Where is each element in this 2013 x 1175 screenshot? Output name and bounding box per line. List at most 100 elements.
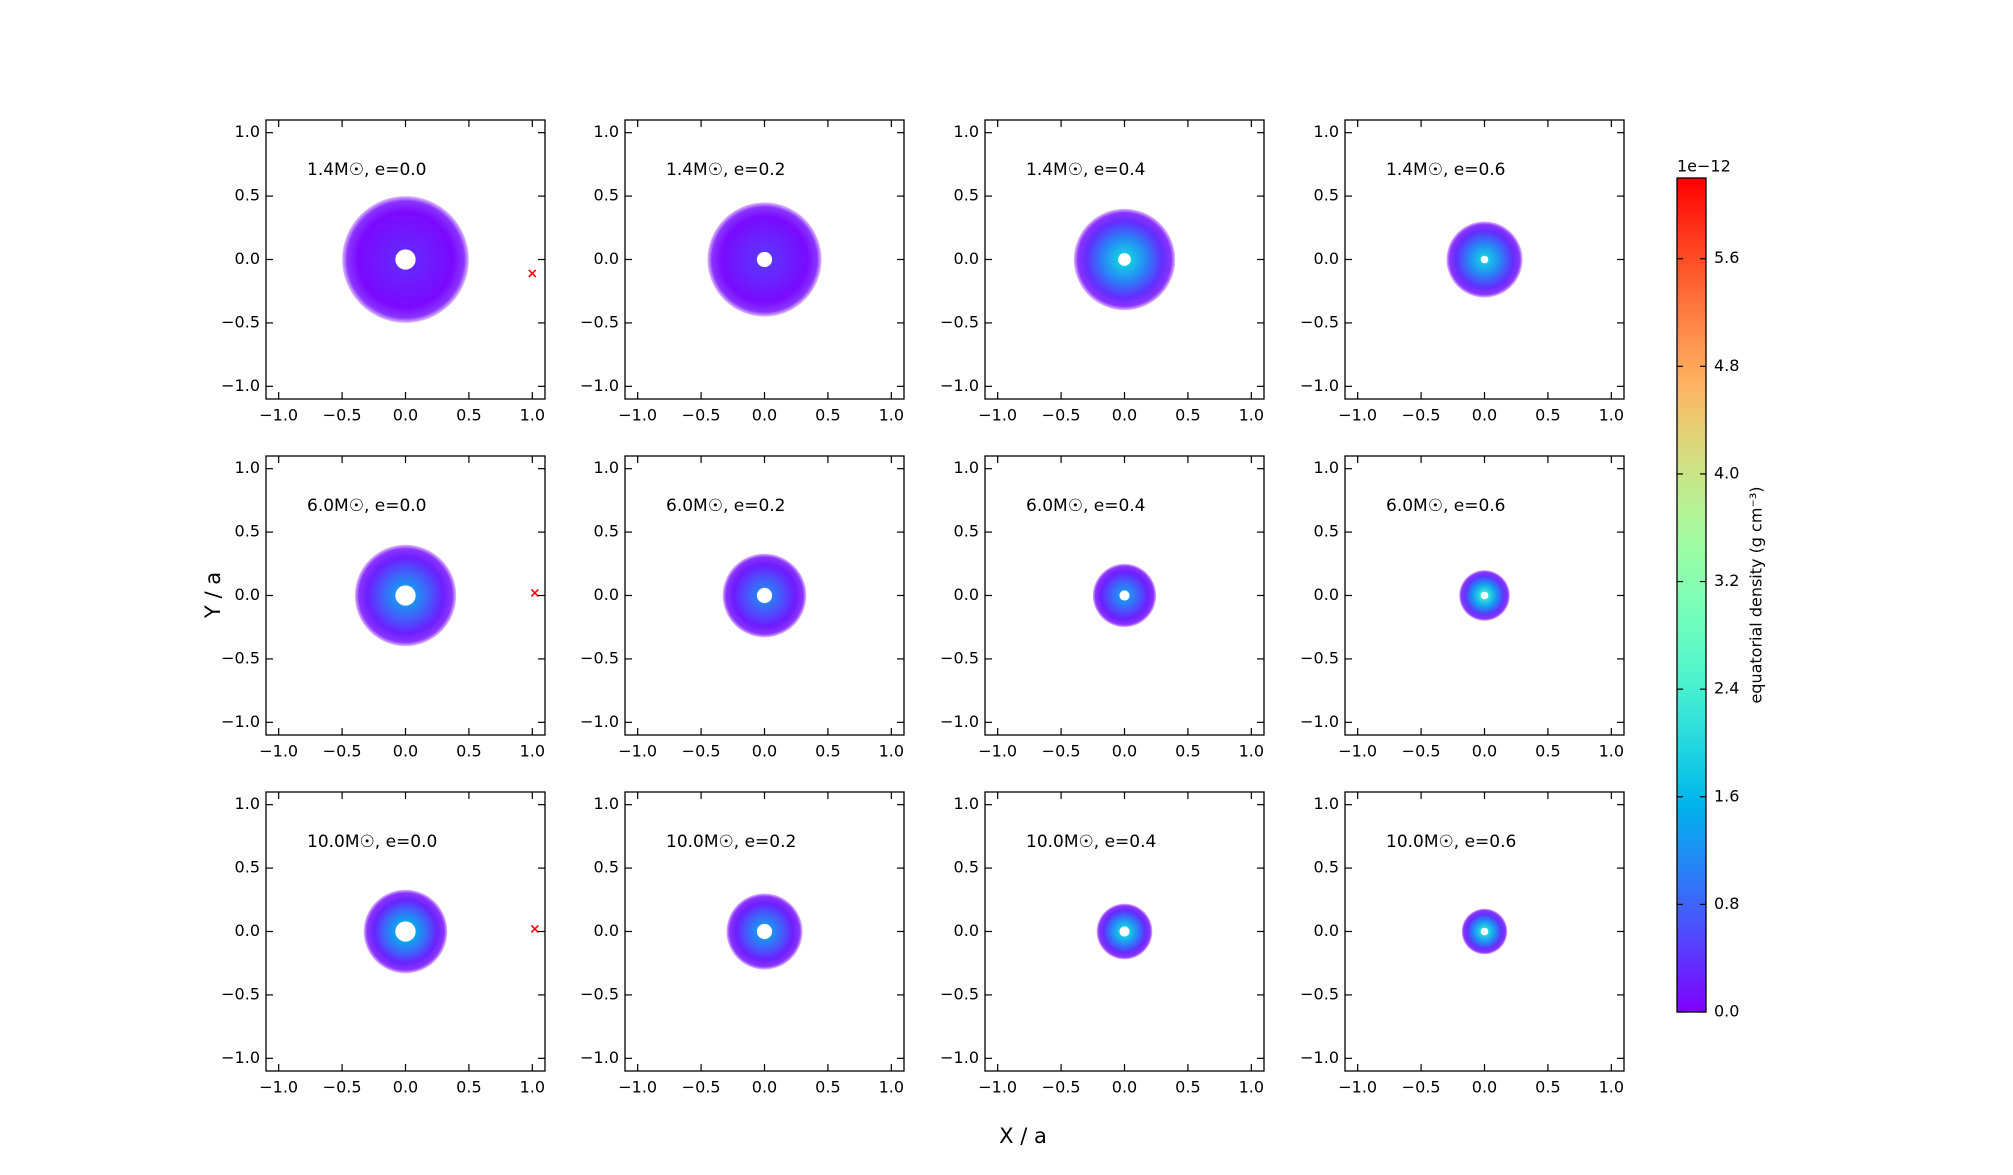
- x-tick-label: −1.0: [618, 742, 657, 761]
- disk-hole: [395, 249, 416, 270]
- y-tick-label: −0.5: [221, 648, 260, 667]
- y-tick-label: −0.5: [940, 648, 979, 667]
- x-tick-label: −1.0: [618, 406, 657, 425]
- y-tick-label: 1.0: [1314, 794, 1339, 813]
- y-tick-label: 0.0: [954, 249, 979, 268]
- y-tick-label: 0.0: [954, 585, 979, 604]
- companion-marker: [528, 269, 537, 278]
- x-tick-label: 0.5: [456, 1078, 481, 1097]
- y-tick-label: −1.0: [1300, 1048, 1339, 1067]
- x-tick-label: 0.5: [815, 406, 840, 425]
- x-tick-label: −0.5: [1402, 406, 1441, 425]
- x-tick-label: −1.0: [1338, 1078, 1377, 1097]
- y-tick-label: −1.0: [221, 1048, 260, 1067]
- x-tick-label: −1.0: [259, 406, 298, 425]
- y-tick-label: −0.5: [940, 984, 979, 1003]
- y-tick-label: 0.5: [954, 186, 979, 205]
- panel-annotation: 10.0M☉, e=0.4: [1026, 832, 1156, 852]
- y-tick-label: 0.5: [954, 522, 979, 541]
- x-tick-label: −1.0: [978, 1078, 1017, 1097]
- y-tick-label: −1.0: [940, 1048, 979, 1067]
- x-tick-label: 0.5: [456, 742, 481, 761]
- panel: −1.0 −0.5 0.0 0.5 1.0 −1.0 −0.5 0.0 0.5 1.0 6.0M☉,…: [1300, 455, 1625, 761]
- x-tick-label: 0.5: [1175, 1078, 1200, 1097]
- y-tick-label: −0.5: [221, 984, 260, 1003]
- panel-annotation: 1.4M☉, e=0.6: [1386, 160, 1506, 180]
- x-tick-label: 0.0: [393, 742, 418, 761]
- disk-hole: [756, 251, 773, 268]
- companion-marker: [530, 588, 539, 598]
- y-tick-label: 1.0: [235, 122, 260, 141]
- x-tick-label: 0.0: [1472, 1078, 1497, 1097]
- disk-hole: [1119, 590, 1130, 601]
- disk-hole: [395, 921, 416, 942]
- colorbar-label: equatorial density (g cm⁻³): [1747, 486, 1766, 703]
- colorbar-tick-label: 1.6: [1714, 786, 1739, 805]
- panel-annotation: 1.4M☉, e=0.2: [666, 160, 786, 180]
- x-tick-label: −0.5: [323, 406, 362, 425]
- y-tick-label: 1.0: [954, 794, 979, 813]
- panel-annotation: 6.0M☉, e=0.4: [1026, 496, 1146, 516]
- x-tick-label: −1.0: [618, 1078, 657, 1097]
- x-tick-label: 0.5: [1535, 742, 1560, 761]
- x-tick-label: −0.5: [1042, 742, 1081, 761]
- panel-annotation: 1.4M☉, e=0.0: [307, 160, 427, 180]
- y-tick-label: 0.0: [594, 585, 619, 604]
- y-tick-label: 0.0: [1314, 585, 1339, 604]
- x-tick-label: 0.0: [393, 406, 418, 425]
- x-tick-label: 0.0: [1112, 406, 1137, 425]
- x-tick-label: 1.0: [520, 406, 545, 425]
- x-tick-label: 0.5: [815, 1078, 840, 1097]
- x-tick-label: 0.5: [1175, 406, 1200, 425]
- colorbar-tick-label: 5.6: [1714, 248, 1739, 267]
- disk-hole: [1118, 253, 1131, 266]
- colorbar-tick-label: 0.0: [1714, 1002, 1739, 1021]
- x-tick-label: 0.0: [393, 1078, 418, 1097]
- x-tick-label: 0.0: [1112, 1078, 1137, 1097]
- colorbar-tick-label: 4.0: [1714, 463, 1739, 482]
- x-tick-label: 1.0: [520, 742, 545, 761]
- x-tick-label: −1.0: [1338, 742, 1377, 761]
- y-tick-label: −0.5: [1300, 312, 1339, 331]
- x-tick-label: −0.5: [1402, 742, 1441, 761]
- y-tick-label: −1.0: [221, 376, 260, 395]
- y-tick-label: −1.0: [580, 712, 619, 731]
- y-tick-label: 0.5: [594, 522, 619, 541]
- panel-annotation: 10.0M☉, e=0.2: [666, 832, 796, 852]
- x-tick-label: 0.5: [456, 406, 481, 425]
- colorbar-tick-label: 3.2: [1714, 571, 1739, 590]
- x-tick-label: 0.5: [1535, 406, 1560, 425]
- y-tick-label: 0.0: [1314, 249, 1339, 268]
- y-tick-label: −0.5: [580, 984, 619, 1003]
- y-tick-label: 1.0: [594, 794, 619, 813]
- x-tick-label: 0.5: [1175, 742, 1200, 761]
- colorbar-tick-label: 0.8: [1714, 894, 1739, 913]
- disk-hole: [1480, 927, 1489, 936]
- y-tick-label: 1.0: [1314, 458, 1339, 477]
- y-tick-label: −0.5: [221, 312, 260, 331]
- companion-marker: [530, 924, 539, 934]
- y-tick-label: 0.5: [954, 858, 979, 877]
- y-tick-label: 1.0: [1314, 122, 1339, 141]
- y-tick-label: 1.0: [954, 458, 979, 477]
- x-tick-label: 0.5: [815, 742, 840, 761]
- panel: −1.0 −0.5 0.0 0.5 1.0 −1.0 −0.5 0.0 0.5 1.0 10.0M☉…: [580, 791, 905, 1097]
- x-tick-label: −1.0: [978, 742, 1017, 761]
- y-tick-label: 1.0: [594, 122, 619, 141]
- y-tick-label: 0.5: [594, 858, 619, 877]
- y-tick-label: 0.5: [1314, 522, 1339, 541]
- y-tick-label: −1.0: [940, 376, 979, 395]
- y-tick-label: 1.0: [235, 794, 260, 813]
- y-tick-label: 0.5: [594, 186, 619, 205]
- x-tick-label: 0.0: [1472, 406, 1497, 425]
- x-axis-label: X / a: [999, 1124, 1047, 1148]
- x-tick-label: 0.0: [752, 1078, 777, 1097]
- disk-hole: [1480, 255, 1489, 264]
- x-tick-label: −0.5: [1042, 406, 1081, 425]
- y-tick-label: −1.0: [1300, 712, 1339, 731]
- x-tick-label: −1.0: [259, 1078, 298, 1097]
- panel: −1.0 −0.5 0.0 0.5 1.0 −1.0 −0.5 0.0 0.5 1.0 6.0M☉,…: [580, 455, 905, 761]
- colorbar-tick-label: 2.4: [1714, 679, 1739, 698]
- disk-hole: [1119, 926, 1130, 937]
- disk-hole: [395, 585, 416, 606]
